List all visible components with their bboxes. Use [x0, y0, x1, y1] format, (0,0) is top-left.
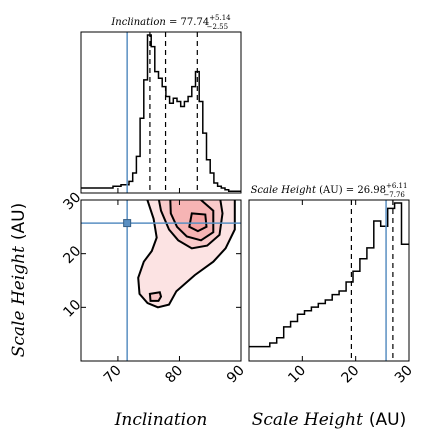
- scale-height-hist-steps: [249, 202, 409, 348]
- scale-height-x-ticklabel-30: 30: [392, 363, 416, 387]
- scale-height-histogram-panel: 10 20 30: [248, 199, 416, 387]
- scale-height-title-eq: = 26.98: [343, 185, 386, 196]
- x-axis-label-scale-height-unit: (AU): [369, 410, 406, 430]
- y-axis-label-scale-height-name: Scale Height: [9, 246, 29, 357]
- scale-height-title-name: Scale Height: [251, 185, 317, 196]
- contour-level-3: [169, 200, 215, 242]
- contour-blob: [148, 291, 163, 302]
- x-axis-label-scale-height-name: Scale Height: [252, 410, 363, 430]
- inclination-title-name: Inclination: [110, 17, 165, 28]
- scale-height-title-sub: −7.76: [383, 191, 405, 199]
- y-axis-label-scale-height-unit: (AU): [9, 203, 29, 240]
- inclination-title-eq: = 77.74: [166, 17, 209, 28]
- scale-height-x-ticklabel-10: 10: [285, 363, 309, 387]
- inclination-title: Inclination = 77.74+5.14 −2.55: [110, 14, 231, 31]
- inclination-hist-frame: [80, 31, 242, 194]
- scale-height-x-ticklabel-20: 20: [339, 363, 363, 387]
- contour-level-4: [188, 212, 208, 233]
- inclination-title-sub: −2.55: [207, 23, 228, 31]
- scale-height-title: Scale Height (AU) = 26.98+6.11 −7.76: [251, 182, 408, 199]
- joint-frame: [80, 199, 242, 362]
- inclination-histogram-panel: [80, 31, 242, 194]
- scale-height-title-unit: (AU): [316, 185, 343, 196]
- x-axis-label-scale-height: Scale Height (AU): [252, 410, 407, 430]
- x-axis-label-inclination: Inclination: [114, 410, 208, 430]
- inclination-x-ticklabel-90: 90: [224, 363, 248, 387]
- inclination-x-ticklabel-70: 70: [101, 363, 125, 387]
- joint-contours: [81, 200, 241, 361]
- scale-height-title-sup: +6.11: [386, 182, 407, 190]
- joint-truth-marker: [123, 219, 132, 228]
- inclination-x-ticklabel-80: 80: [162, 363, 186, 387]
- y-axis-label-scale-height: Scale Height (AU): [9, 203, 29, 358]
- scale-height-hist-frame: [248, 199, 410, 362]
- inclination-hist-steps: [81, 34, 241, 193]
- contour-level-1: [137, 200, 236, 309]
- inclination-title-sup: +5.14: [209, 14, 231, 22]
